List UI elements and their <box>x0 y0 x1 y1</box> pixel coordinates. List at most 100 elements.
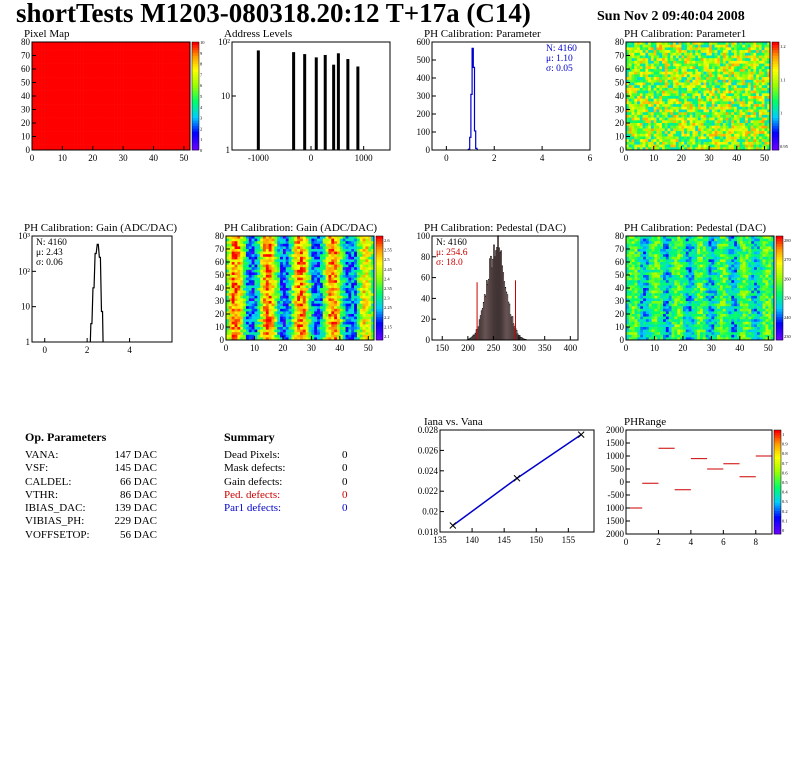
heatmap-cell <box>764 141 768 145</box>
heatmap-cell <box>186 98 191 102</box>
heatmap-cell <box>135 133 139 137</box>
heatmap-cell <box>159 58 163 62</box>
heatmap-cell <box>659 63 663 67</box>
heatmap-cell <box>126 85 130 89</box>
heatmap-cell <box>53 117 57 121</box>
heatmap-cell <box>667 123 671 126</box>
heatmap-cell <box>761 82 765 86</box>
heatmap-cell <box>753 125 757 129</box>
heatmap-cell <box>686 144 690 148</box>
heatmap-cell <box>767 79 771 83</box>
x-tick-label: 50 <box>760 153 770 163</box>
heatmap-cell <box>138 79 142 83</box>
heatmap-cell <box>50 125 54 129</box>
heatmap-cell <box>35 125 39 129</box>
heatmap-cell <box>637 52 641 56</box>
heatmap-cell <box>171 60 176 64</box>
heatmap-cell <box>736 87 740 91</box>
heatmap-cell <box>634 55 638 59</box>
heatmap-cell <box>678 79 682 83</box>
heatmap-cell <box>117 90 121 94</box>
heatmap-cell <box>141 50 145 54</box>
heatmap-cell <box>254 308 258 312</box>
heatmap-cell <box>664 131 668 135</box>
heatmap-cell <box>89 125 94 129</box>
heatmap-cell <box>174 66 179 70</box>
heatmap-cell <box>240 308 244 312</box>
heatmap-cell <box>162 96 166 99</box>
heatmap-cell <box>722 104 726 108</box>
heatmap-cell <box>56 50 60 54</box>
heatmap-cell <box>162 69 166 72</box>
heatmap-cell <box>89 133 94 137</box>
heatmap-cell <box>631 60 635 64</box>
heatmap-cell <box>83 141 87 145</box>
heatmap-cell <box>736 114 740 118</box>
heatmap-cell <box>98 74 103 78</box>
heatmap-cell <box>709 114 713 118</box>
heatmap-cell <box>135 125 139 129</box>
heatmap-cell <box>695 74 699 78</box>
heatmap-cell <box>186 85 191 89</box>
heatmap-cell <box>695 82 699 86</box>
heatmap-cell <box>129 104 133 108</box>
heatmap-cell <box>254 293 258 297</box>
palette-cell <box>192 52 199 56</box>
heatmap-cell <box>650 60 654 64</box>
heatmap-cell <box>59 139 63 143</box>
heatmap-cell <box>684 136 688 140</box>
heatmap-cell <box>231 251 235 255</box>
heatmap-cell <box>147 79 151 83</box>
heatmap-cell <box>62 42 66 45</box>
heatmap-cell <box>144 79 148 83</box>
heatmap-cell <box>243 290 247 294</box>
heatmap-cell <box>123 125 127 129</box>
heatmap-cell <box>689 47 693 51</box>
heatmap-cell <box>709 125 713 129</box>
heatmap-cell <box>180 112 185 116</box>
heatmap-cell <box>77 141 81 145</box>
heatmap-cell <box>686 79 690 83</box>
heatmap-cell <box>678 128 682 132</box>
heatmap-cell <box>645 106 649 110</box>
heatmap-cell <box>764 147 768 151</box>
heatmap-cell <box>747 87 751 91</box>
heatmap-cell <box>95 44 100 48</box>
heatmap-cell <box>62 104 66 108</box>
heatmap-cell <box>248 314 252 317</box>
summary-value: 0 <box>342 488 348 501</box>
heatmap-cell <box>767 114 771 118</box>
heatmap-cell <box>138 141 142 145</box>
heatmap-cell <box>74 120 78 124</box>
heatmap-cell <box>120 104 124 108</box>
heatmap-cell <box>47 93 51 97</box>
heatmap-cell <box>156 87 160 91</box>
heatmap-cell <box>711 63 715 67</box>
heatmap-cell <box>141 82 145 86</box>
heatmap-cell <box>745 77 749 81</box>
heatmap-cell <box>750 144 754 148</box>
heatmap-cell <box>257 264 261 268</box>
heatmap-cell <box>47 55 51 59</box>
heatmap-cell <box>634 109 638 113</box>
heatmap-cell <box>237 238 241 242</box>
heatmap-cell <box>756 66 760 70</box>
heatmap-cell <box>667 90 671 94</box>
heatmap-cell <box>639 85 643 89</box>
heatmap-cell <box>126 66 130 70</box>
heatmap-cell <box>734 93 738 97</box>
heatmap-cell <box>165 60 170 64</box>
heatmap-cell <box>245 334 250 338</box>
heatmap-cell <box>62 131 66 135</box>
heatmap-cell <box>673 82 677 86</box>
heatmap-cell <box>177 44 182 48</box>
heatmap-cell <box>628 50 632 54</box>
heatmap-cell <box>656 114 660 118</box>
heatmap-cell <box>165 50 170 54</box>
heatmap-cell <box>141 55 145 59</box>
heatmap-cell <box>653 141 657 145</box>
heatmap-cell <box>686 109 690 113</box>
heatmap-cell <box>144 104 148 108</box>
heatmap-cell <box>226 329 230 333</box>
heatmap-cell <box>240 327 244 330</box>
